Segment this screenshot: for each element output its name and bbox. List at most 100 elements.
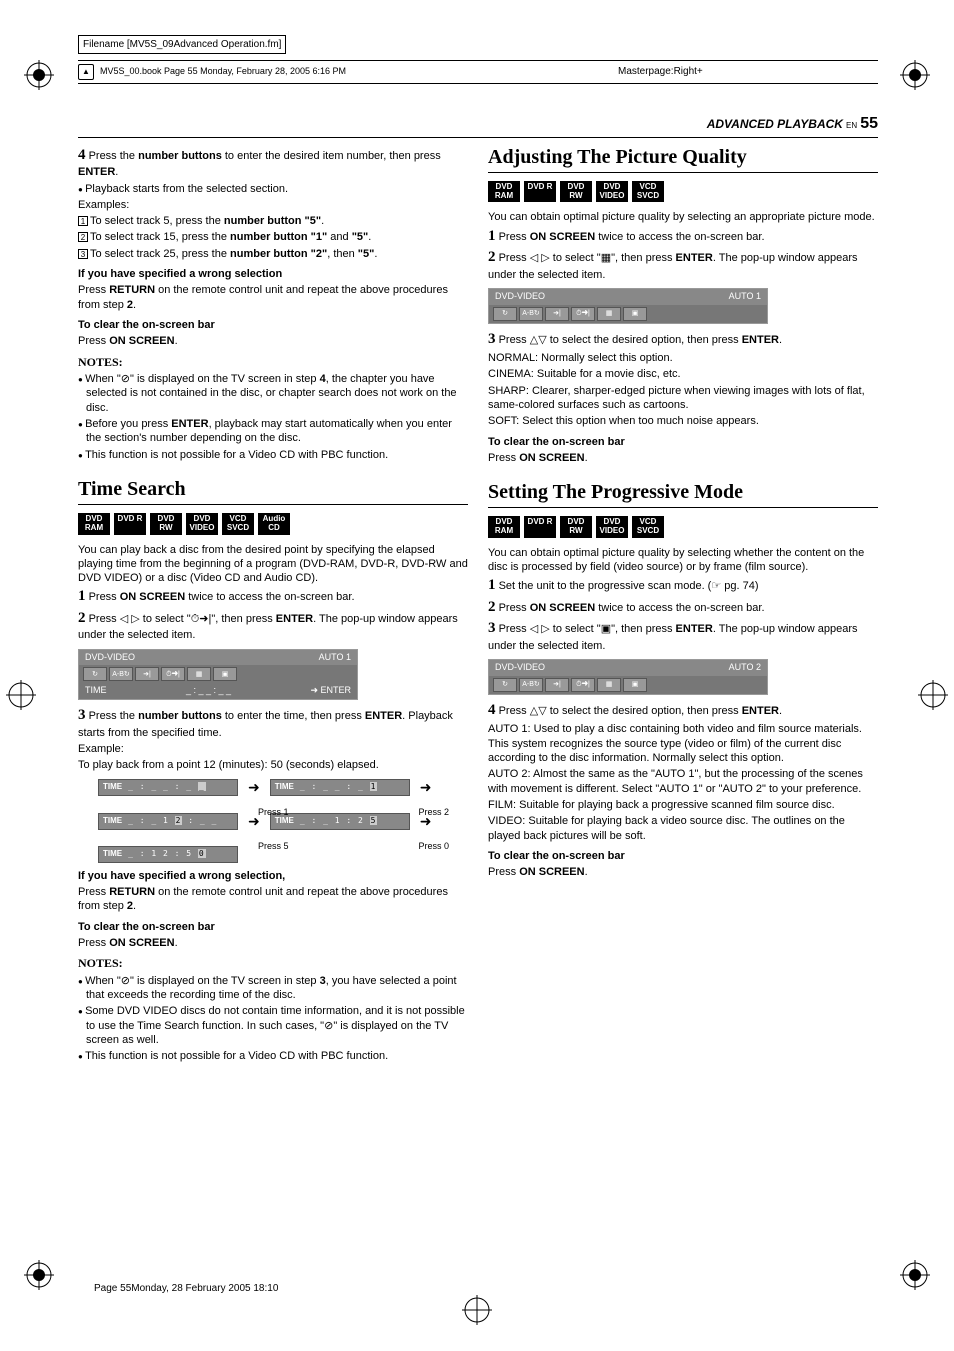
prog-icon: ▣	[623, 307, 647, 321]
osd-time-label: TIME	[85, 685, 107, 697]
badge-vcd-svcd: VCD SVCD	[632, 181, 664, 203]
wrong-selection-text-2: Press RETURN on the remote control unit …	[78, 885, 468, 914]
pic-step-3: 3 Press △▽ to select the desired option,…	[488, 330, 878, 350]
header-page-number: 55	[860, 115, 878, 132]
notes-heading-2: NOTES:	[78, 956, 468, 972]
prog-step-3: 3 Press ◁ ▷ to select "▣", then press EN…	[488, 619, 878, 653]
option-auto1: AUTO 1: Used to play a disc containing b…	[488, 722, 878, 765]
crop-mark-icon	[900, 60, 930, 90]
time-search-badges: DVD RAM DVD R DVD RW DVD VIDEO VCD SVCD …	[78, 513, 468, 535]
progressive-heading: Setting The Progressive Mode	[488, 479, 878, 508]
filename-label: Filename [MV5S_09Advanced Operation.fm]	[78, 35, 286, 54]
crop-mark-icon	[24, 60, 54, 90]
clear-bar-text-2: Press ON SCREEN.	[78, 936, 468, 950]
note-2-1: When "⊘" is displayed on the TV screen i…	[86, 974, 468, 1003]
ab-repeat-icon: A-B↻	[109, 667, 133, 681]
option-cinema: CINEMA: Suitable for a movie disc, etc.	[488, 367, 878, 381]
osd-icon-row: ↻A-B↻➜|⏱➜|▦▣	[79, 665, 357, 683]
prog-icon: ▣	[623, 678, 647, 692]
time-icon: ⏱➜|	[571, 307, 595, 321]
option-film: FILM: Suitable for playing back a progre…	[488, 798, 878, 812]
crop-mark-icon	[462, 1295, 492, 1325]
left-column: 4 Press the number buttons to enter the …	[78, 144, 468, 1066]
example-1: 1To select track 5, press the number but…	[90, 214, 468, 228]
arrow-icon: ➜	[248, 778, 260, 796]
time-icon: ⏱➜|	[161, 667, 185, 681]
picture-quality-badges: DVD RAM DVD R DVD RW DVD VIDEO VCD SVCD	[488, 181, 878, 203]
picture-icon: ▦	[597, 307, 621, 321]
header-lang: EN	[846, 121, 857, 130]
osd-bar-prog: DVD-VIDEOAUTO 2 ↻A-B↻➜|⏱➜|▦▣	[488, 659, 768, 695]
clear-bar-heading-2: To clear the on-screen bar	[78, 920, 468, 934]
prog-icon: ▣	[213, 667, 237, 681]
crop-mark-icon	[918, 680, 948, 710]
clear-bar-text-r2: Press ON SCREEN.	[488, 865, 878, 879]
notes-heading: NOTES:	[78, 355, 468, 371]
badge-audio-cd: Audio CD	[258, 513, 290, 535]
pic-step-2: 2 Press ◁ ▷ to select "▦", then press EN…	[488, 248, 878, 282]
example-text: To play back from a point 12 (minutes): …	[78, 758, 468, 772]
pic-step-1: 1 Press ON SCREEN twice to access the on…	[488, 227, 878, 247]
ab-repeat-icon: A-B↻	[519, 678, 543, 692]
badge-dvd-rw: DVD RW	[560, 181, 592, 203]
crop-mark-icon	[6, 680, 36, 710]
badge-dvd-r: DVD R	[524, 516, 556, 538]
clear-bar-heading: To clear the on-screen bar	[78, 318, 468, 332]
prog-step-1: 1 Set the unit to the progressive scan m…	[488, 576, 878, 596]
masterpage-label: Masterpage:Right+	[618, 65, 703, 78]
osd-label: DVD-VIDEO	[495, 291, 545, 303]
skip-icon: ➜|	[545, 307, 569, 321]
bookline: ▲ MV5S_00.book Page 55 Monday, February …	[78, 60, 878, 84]
badge-dvd-ram: DVD RAM	[488, 516, 520, 538]
osd-label: DVD-VIDEO	[495, 662, 545, 674]
time-search-step-1: 1 Press ON SCREEN twice to access the on…	[78, 587, 468, 607]
clear-bar-text: Press ON SCREEN.	[78, 334, 468, 348]
badge-dvd-video: DVD VIDEO	[596, 516, 628, 538]
osd-auto: AUTO 1	[319, 652, 351, 664]
badge-dvd-r: DVD R	[524, 181, 556, 203]
book-icon: ▲	[78, 64, 94, 80]
page-footer: Page 55Monday, 28 February 2005 18:10	[94, 1282, 278, 1295]
badge-dvd-video: DVD VIDEO	[186, 513, 218, 535]
time-search-step-2: 2 Press ◁ ▷ to select "⏱➜|", then press …	[78, 609, 468, 643]
crop-mark-icon	[900, 1260, 930, 1290]
time-search-intro: You can play back a disc from the desire…	[78, 543, 468, 586]
repeat-icon: ↻	[83, 667, 107, 681]
option-soft: SOFT: Select this option when too much n…	[488, 414, 878, 428]
badge-dvd-video: DVD VIDEO	[596, 181, 628, 203]
wrong-selection-heading-2: If you have specified a wrong selection,	[78, 869, 468, 883]
header-section-title: ADVANCED PLAYBACK	[707, 117, 843, 131]
ab-repeat-icon: A-B↻	[519, 307, 543, 321]
note-3: This function is not possible for a Vide…	[86, 448, 468, 462]
step-4: 4 Press the number buttons to enter the …	[78, 146, 468, 180]
example-label: Example:	[78, 742, 468, 756]
time-icon: ⏱➜|	[571, 678, 595, 692]
osd-label: DVD-VIDEO	[85, 652, 135, 664]
wrong-selection-heading: If you have specified a wrong selection	[78, 267, 468, 281]
picture-icon: ▦	[187, 667, 211, 681]
clear-bar-heading-r2: To clear the on-screen bar	[488, 849, 878, 863]
badge-dvd-r: DVD R	[114, 513, 146, 535]
osd-icon-row: ↻A-B↻➜|⏱➜|▦▣	[489, 305, 767, 323]
osd-bar-pic: DVD-VIDEOAUTO 1 ↻A-B↻➜|⏱➜|▦▣	[488, 288, 768, 324]
crop-mark-icon	[24, 1260, 54, 1290]
time-search-heading: Time Search	[78, 476, 468, 505]
right-column: Adjusting The Picture Quality DVD RAM DV…	[488, 144, 878, 1066]
repeat-icon: ↻	[493, 678, 517, 692]
time-search-step-3: 3 Press the number buttons to enter the …	[78, 706, 468, 740]
example-2: 2To select track 15, press the number bu…	[90, 230, 468, 244]
examples-label: Examples:	[78, 198, 468, 212]
example-3: 3To select track 25, press the number bu…	[90, 247, 468, 261]
page-header: ADVANCED PLAYBACK EN 55	[78, 114, 878, 138]
osd-bar: DVD-VIDEOAUTO 1 ↻A-B↻➜|⏱➜|▦▣ TIME_ : _ _…	[78, 649, 358, 700]
playback-note: Playback starts from the selected sectio…	[86, 182, 468, 196]
note-2: Before you press ENTER, playback may sta…	[86, 417, 468, 446]
note-2-2: Some DVD VIDEO discs do not contain time…	[86, 1004, 468, 1047]
repeat-icon: ↻	[493, 307, 517, 321]
prog-step-4: 4 Press △▽ to select the desired option,…	[488, 701, 878, 721]
note-1: When "⊘" is displayed on the TV screen i…	[86, 372, 468, 415]
time-entry-diagram: TIME_ : _ _ : _ _ ➜ TIME_ : _ _ : _ 1 ➜ …	[98, 778, 468, 862]
prog-step-2: 2 Press ON SCREEN twice to access the on…	[488, 598, 878, 618]
picture-quality-intro: You can obtain optimal picture quality b…	[488, 210, 878, 224]
note-2-3: This function is not possible for a Vide…	[86, 1049, 468, 1063]
